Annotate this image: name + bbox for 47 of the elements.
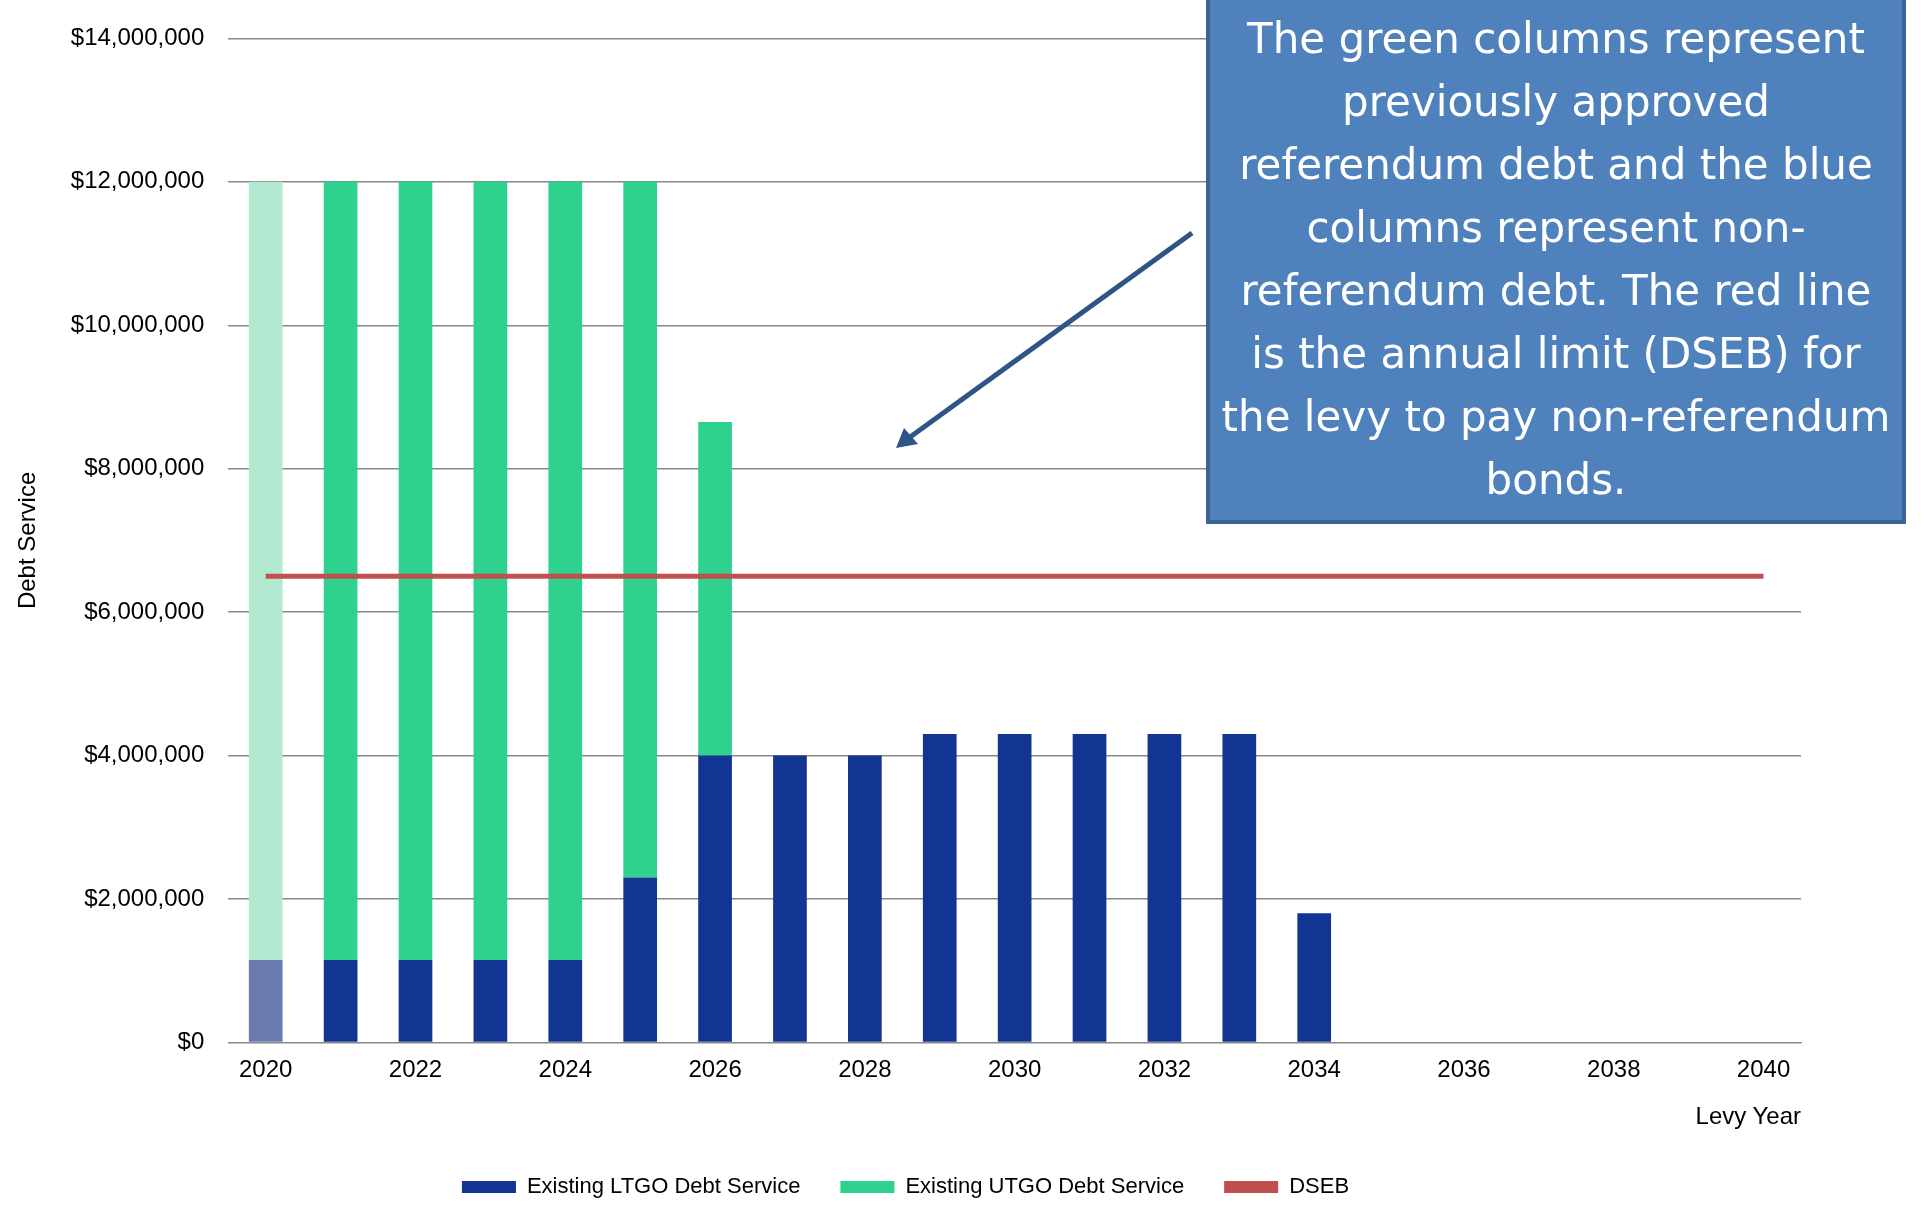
x-tick-label: 2032 (1137, 1055, 1192, 1083)
bar (698, 755, 732, 1042)
x-tick-label: 2024 (538, 1055, 592, 1083)
legend-label: Existing UTGO Debt Service (905, 1173, 1185, 1199)
x-axis-title: Levy Year (1695, 1102, 1802, 1130)
x-tick-label: 2040 (1736, 1055, 1791, 1083)
bar (773, 755, 807, 1042)
y-tick-label: $6,000,000 (84, 596, 205, 624)
bar (248, 959, 283, 1042)
x-tick-label: 2034 (1287, 1055, 1341, 1083)
legend-label: DSEB (1289, 1173, 1350, 1199)
bar (473, 181, 508, 960)
x-tick-label: 2038 (1587, 1055, 1641, 1083)
bar (1297, 913, 1332, 1042)
bar (548, 959, 583, 1042)
y-tick-label: $4,000,000 (84, 740, 205, 768)
annotation: The green columns represent previously approved referendum debt and the blue columns represent non-referendum debt. The red line is the annual limit (DSEB) for the levy to pay non-referendum bonds. (1206, 0, 1906, 524)
bar (473, 959, 508, 1042)
y-tick-label: $10,000,000 (70, 309, 205, 337)
bar (698, 422, 732, 756)
bar (398, 181, 433, 960)
bar (323, 181, 358, 960)
legend-label: Existing LTGO Debt Service (526, 1173, 801, 1199)
bar (997, 734, 1032, 1042)
y-tick-label: $14,000,000 (70, 23, 205, 51)
y-axis-title: Debt Service (13, 471, 41, 610)
bar (1072, 734, 1107, 1042)
y-tick-label: $12,000,000 (70, 166, 205, 194)
bar (548, 181, 583, 960)
bar (1222, 734, 1257, 1042)
bar (848, 755, 882, 1042)
x-tick-label: 2022 (388, 1055, 443, 1083)
x-tick-label: 2026 (688, 1055, 742, 1083)
bar (623, 877, 658, 1042)
x-tick-label: 2030 (987, 1055, 1042, 1083)
y-tick-label: $8,000,000 (84, 453, 205, 481)
x-tick-label: 2028 (838, 1055, 892, 1083)
y-tick-label: $2,000,000 (84, 883, 205, 911)
y-tick-label: $0 (177, 1027, 205, 1055)
bar (1147, 734, 1182, 1042)
x-tick-label: 2020 (239, 1055, 293, 1083)
bar (398, 959, 433, 1042)
bar (323, 959, 358, 1042)
bar (248, 181, 283, 960)
bar (922, 734, 957, 1042)
x-tick-label: 2036 (1437, 1055, 1491, 1083)
bar (623, 181, 658, 878)
